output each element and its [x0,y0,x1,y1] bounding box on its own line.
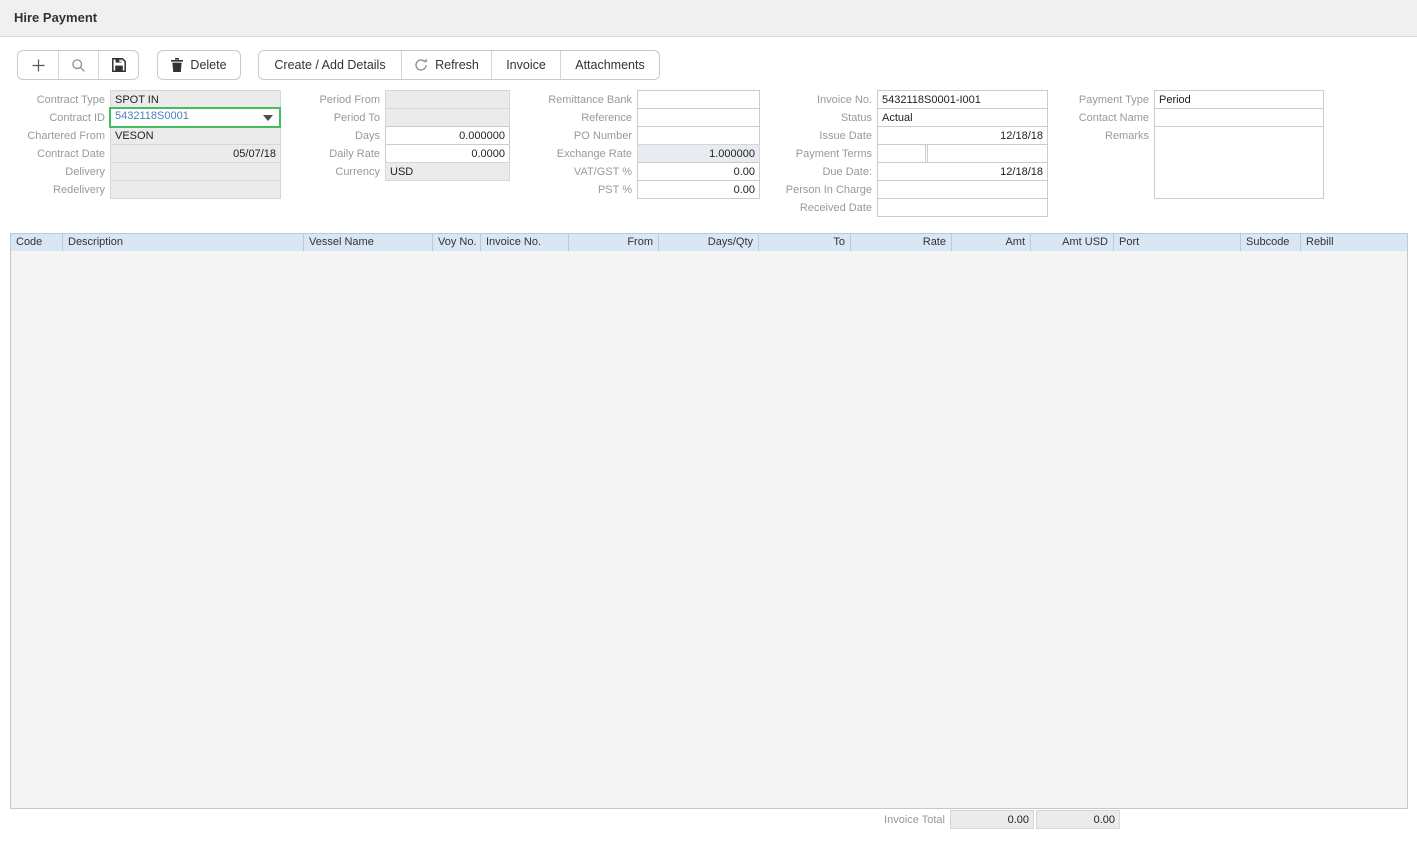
daily-rate-field[interactable]: 0.0000 [385,144,510,163]
column-header-rebill[interactable]: Rebill [1306,236,1334,248]
invoice-lines-grid-body[interactable] [10,251,1408,809]
person-in-charge-label: Person In Charge [785,184,872,196]
currency-label: Currency [335,166,380,178]
payment-terms-days-field[interactable] [877,144,926,163]
invoice-button-label: Invoice [506,58,546,72]
status-field[interactable]: Actual [877,108,1048,127]
attachments-button-label: Attachments [575,58,645,72]
chartered-from-field[interactable]: VESON [110,126,281,145]
column-header-amt-usd[interactable]: Amt USD [1031,234,1114,251]
contract-id-field[interactable]: 5432118S0001 [109,107,281,128]
magnifier-icon [72,58,85,72]
delete-button-label: Delete [190,58,227,72]
payment-type-field[interactable]: Period [1154,90,1324,109]
invoice-no-label: Invoice No. [816,94,872,106]
grid-header-row: Code Description Vessel Name Voy No. Inv… [10,233,1408,252]
due-date-field[interactable]: 12/18/18 [877,162,1048,181]
column-header-port[interactable]: Port [1114,234,1241,251]
remarks-label: Remarks [1104,130,1149,142]
column-header-amt[interactable]: Amt [952,234,1031,251]
add-button[interactable] [18,51,58,79]
column-header-from[interactable]: From [569,234,659,251]
days-field[interactable]: 0.000000 [385,126,510,145]
save-button[interactable] [98,51,138,79]
circular-arrows-icon [415,58,427,71]
attachments-button[interactable]: Attachments [560,51,659,79]
daily-rate-label: Daily Rate [329,148,380,160]
contract-date-label: Contract Date [37,148,105,160]
column-header-description[interactable]: Description [63,234,304,251]
po-number-label: PO Number [573,130,632,142]
received-date-field[interactable] [877,198,1048,217]
toolbar-group-actions: Create / Add Details Refresh Invoice Att… [258,50,660,80]
payment-type-label: Payment Type [1078,94,1149,106]
invoice-total-label: Invoice Total [884,814,945,826]
delivery-field[interactable] [110,162,281,181]
column-header-code[interactable]: Code [11,234,63,251]
issue-date-label: Issue Date [819,130,872,142]
invoice-button[interactable]: Invoice [491,51,560,79]
reference-label: Reference [581,112,632,124]
person-in-charge-field[interactable] [877,180,1048,199]
delivery-label: Delivery [65,166,105,178]
payment-terms-label: Payment Terms [795,148,872,160]
chartered-from-label: Chartered From [27,130,105,142]
period-to-field[interactable] [385,108,510,127]
contract-id-label: Contract ID [49,112,105,124]
column-header-subcode[interactable]: Subcode [1241,234,1301,251]
remarks-field[interactable] [1154,126,1324,199]
search-button[interactable] [58,51,98,79]
invoice-total-usd-field: 0.00 [1036,810,1120,829]
exchange-rate-label: Exchange Rate [556,148,632,160]
titlebar: Hire Payment [0,0,1417,37]
toolbar-group-record [17,50,139,80]
pst-label: PST % [597,184,632,196]
contact-name-label: Contact Name [1078,112,1149,124]
period-from-label: Period From [319,94,380,106]
contract-id-value: 5432118S0001 [115,110,189,122]
page-title: Hire Payment [14,10,98,25]
vat-gst-label: VAT/GST % [573,166,632,178]
column-header-rate[interactable]: Rate [851,234,952,251]
period-to-label: Period To [333,112,380,124]
status-label: Status [840,112,872,124]
column-header-to[interactable]: To [759,234,851,251]
column-header-invoice-no[interactable]: Invoice No. [481,234,569,251]
contract-date-field[interactable]: 05/07/18 [110,144,281,163]
floppy-disk-icon [111,58,126,72]
period-from-field[interactable] [385,90,510,109]
days-label: Days [354,130,380,142]
currency-field[interactable]: USD [385,162,510,181]
trash-icon [171,58,184,72]
toolbar-group-delete: Delete [157,50,241,80]
create-add-details-label: Create / Add Details [274,58,386,72]
column-header-vessel-name[interactable]: Vessel Name [304,234,433,251]
column-header-days-qty[interactable]: Days/Qty [659,234,759,251]
contract-type-field[interactable]: SPOT IN [110,90,281,109]
column-header-voy-no[interactable]: Voy No. [433,234,481,251]
chevron-down-icon[interactable] [263,115,273,121]
redelivery-label: Redelivery [53,184,105,196]
pst-field[interactable]: 0.00 [637,180,760,199]
create-add-details-button[interactable]: Create / Add Details [259,51,401,79]
contract-type-label: Contract Type [36,94,105,106]
payment-terms-field[interactable] [927,144,1048,163]
plus-icon [32,59,44,71]
delete-button[interactable]: Delete [158,51,240,79]
refresh-button[interactable]: Refresh [401,51,491,79]
remittance-bank-label: Remittance Bank [548,94,632,106]
due-date-label: Due Date: [822,166,872,178]
contact-name-field[interactable] [1154,108,1324,127]
invoice-total-field: 0.00 [950,810,1034,829]
refresh-button-label: Refresh [435,58,479,72]
redelivery-field[interactable] [110,180,281,199]
received-date-label: Received Date [799,202,872,214]
